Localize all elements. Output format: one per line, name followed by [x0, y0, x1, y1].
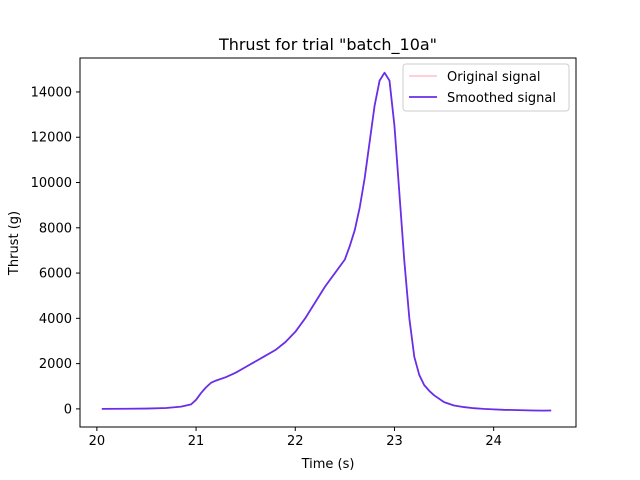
- legend-label-smoothed: Smoothed signal: [447, 91, 556, 106]
- x-tick-label: 21: [188, 434, 205, 449]
- legend-box: [402, 63, 570, 112]
- y-tick-label: 2000: [39, 357, 72, 372]
- chart-title: Thrust for trial "batch_10a": [218, 35, 437, 55]
- y-tick-label: 12000: [31, 131, 72, 146]
- y-axis-label: Thrust (g): [7, 211, 22, 276]
- series-line-original: [101, 72, 552, 412]
- y-tick-label: 4000: [39, 312, 72, 327]
- y-tick-label: 6000: [39, 267, 72, 282]
- legend: Original signal Smoothed signal: [402, 63, 570, 112]
- y-tick-label: 8000: [39, 221, 72, 236]
- y-tick-label: 10000: [31, 176, 72, 191]
- plot-frame: [79, 57, 577, 428]
- y-tick-label: 14000: [31, 85, 72, 100]
- x-tick-label: 23: [386, 434, 403, 449]
- series-line-smoothed: [101, 71, 552, 412]
- legend-label-original: Original signal: [447, 70, 540, 85]
- x-tick-label: 24: [485, 434, 502, 449]
- x-axis-ticks: 20 21 22 23 24: [89, 427, 502, 449]
- y-tick-label: 0: [64, 402, 72, 417]
- x-axis-label: Time (s): [301, 457, 355, 472]
- plot-lines: [101, 71, 552, 412]
- x-tick-label: 20: [89, 434, 106, 449]
- x-tick-label: 22: [287, 434, 304, 449]
- y-axis-ticks: 0 2000 4000 6000 8000 10000 12000 14000: [31, 85, 80, 417]
